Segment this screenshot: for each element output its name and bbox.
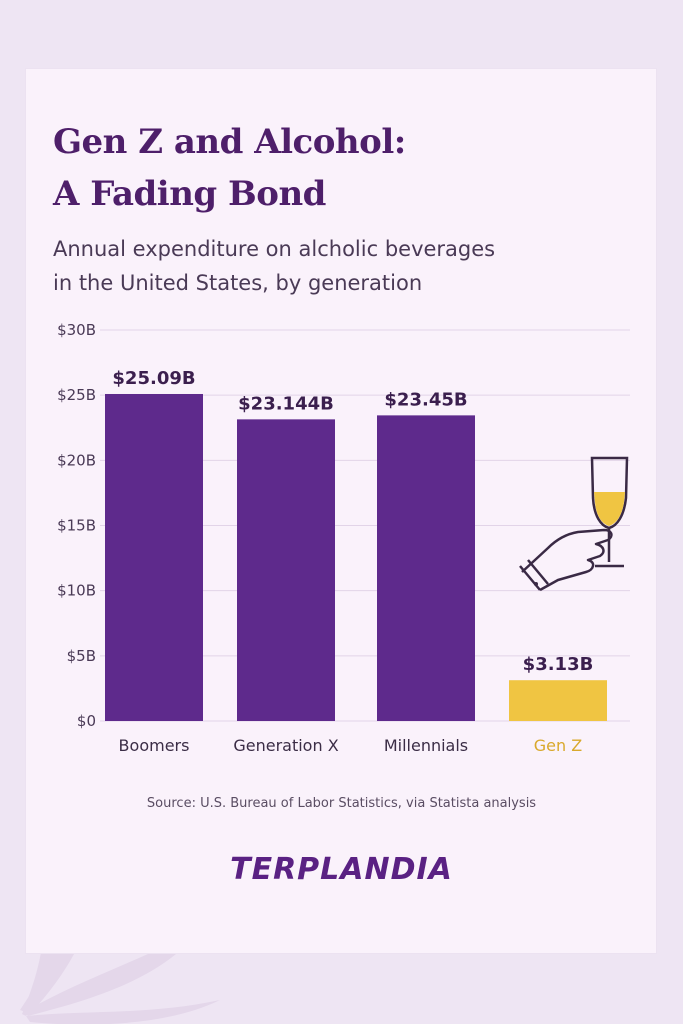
y-tick-label: $30B <box>57 321 96 339</box>
value-label: $25.09B <box>112 368 195 389</box>
bar-millennials <box>377 415 475 721</box>
logo-text: TERPLANDIA <box>230 852 453 887</box>
x-tick-label: Generation X <box>233 736 338 755</box>
page-title: Gen Z and Alcohol: A Fading Bond <box>53 116 406 220</box>
y-tick-label: $10B <box>57 582 96 600</box>
title-line-1: Gen Z and Alcohol: <box>53 122 406 162</box>
bar-generation-x <box>237 419 335 721</box>
value-label: $3.13B <box>523 654 594 675</box>
y-tick-label: $20B <box>57 451 96 469</box>
bar-boomers <box>105 393 203 721</box>
value-labels: $25.09B $23.144B $23.45B $3.13B <box>112 368 593 675</box>
y-tick-label: $25B <box>57 386 96 404</box>
x-tick-label: Gen Z <box>534 736 582 755</box>
title-line-2: A Fading Bond <box>53 174 326 214</box>
value-label: $23.144B <box>238 393 334 414</box>
y-tick-label: $15B <box>57 517 96 535</box>
bar-gen-z <box>509 680 607 721</box>
y-axis-ticks: $0 $5B $10B $15B $20B $25B $30B <box>57 321 96 730</box>
subtitle-line-2: in the United States, by generation <box>53 271 423 295</box>
source-note: Source: U.S. Bureau of Labor Statistics,… <box>146 796 537 811</box>
hand-holding-champagne-icon <box>519 456 629 592</box>
y-tick-label: $0 <box>77 712 96 730</box>
subtitle-line-1: Annual expenditure on alcholic beverages <box>53 237 496 261</box>
brand-logo: TERPLANDIA <box>0 852 683 887</box>
x-axis-labels: Boomers Generation X Millennials Gen Z <box>119 736 583 755</box>
x-tick-label: Boomers <box>119 736 190 755</box>
value-label: $23.45B <box>384 389 467 410</box>
chart-bars <box>105 393 607 721</box>
x-tick-label: Millennials <box>384 736 468 755</box>
bar-chart: $0 $5B $10B $15B $20B $25B $30B $25.09B $23.144… <box>57 321 630 755</box>
y-tick-label: $5B <box>67 647 96 665</box>
chart-subtitle: Annual expenditure on alcholic beverages… <box>53 232 495 300</box>
